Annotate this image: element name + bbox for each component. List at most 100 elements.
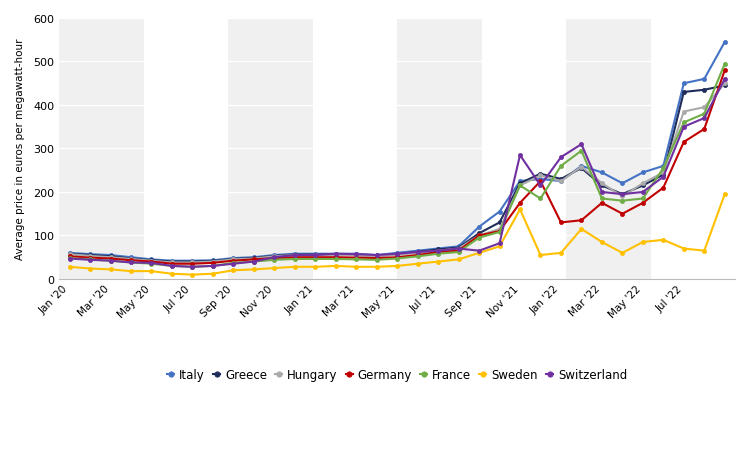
Greece [249,256,258,261]
France [167,263,176,269]
Sweden [720,192,729,197]
Italy [618,181,627,187]
Italy [167,258,176,264]
Germany [515,201,524,206]
France [658,166,668,172]
Switzerland [454,246,463,252]
France [249,259,258,265]
Greece [209,259,218,264]
Italy [680,81,688,87]
Switzerland [658,175,668,180]
Sweden [65,264,74,270]
Germany [127,258,136,263]
Line: Hungary: Hungary [68,82,727,265]
Italy [229,256,238,261]
Germany [495,229,504,234]
Switzerland [700,116,709,121]
Italy [332,252,340,257]
Switzerland [188,264,197,270]
Germany [147,259,156,265]
Greece [658,172,668,178]
France [290,257,299,262]
Switzerland [720,77,729,82]
Switzerland [680,125,688,130]
Sweden [475,251,484,256]
Italy [65,251,74,256]
Sweden [290,264,299,270]
Italy [720,40,729,46]
France [65,256,74,261]
Switzerland [86,258,94,263]
Line: Germany: Germany [68,69,727,266]
Germany [310,255,320,260]
Sweden [86,266,94,272]
Greece [475,231,484,237]
Sweden [495,244,504,249]
Switzerland [475,248,484,254]
France [454,250,463,255]
Switzerland [106,258,115,264]
Hungary [86,253,94,259]
France [618,198,627,204]
Germany [290,255,299,260]
Italy [413,248,422,254]
Bar [228,19,313,279]
France [332,257,340,262]
France [700,112,709,117]
Sweden [209,271,218,277]
France [598,196,607,202]
Italy [127,255,136,260]
Sweden [433,259,442,265]
Greece [577,166,586,172]
France [270,258,279,263]
Germany [638,201,647,206]
Hungary [536,173,545,179]
Greece [332,253,340,258]
France [577,149,586,154]
Switzerland [515,153,524,158]
Italy [249,255,258,260]
Italy [106,253,115,258]
Germany [556,220,566,226]
Sweden [393,263,402,269]
Germany [413,253,422,258]
Sweden [515,207,524,212]
Hungary [147,258,156,264]
Sweden [270,266,279,271]
Switzerland [167,263,176,269]
France [413,254,422,259]
Switzerland [495,241,504,247]
Switzerland [127,260,136,266]
Germany [352,255,361,261]
Germany [229,258,238,264]
Greece [618,192,627,197]
Greece [700,88,709,93]
Greece [413,250,422,255]
Sweden [352,264,361,270]
France [433,252,442,257]
Hungary [229,257,238,263]
Hungary [515,183,524,189]
Germany [454,248,463,254]
Sweden [638,240,647,245]
Y-axis label: Average price in euros per megawatt-hour: Average price in euros per megawatt-hour [15,39,25,260]
Switzerland [209,263,218,269]
Italy [577,164,586,169]
Line: Switzerland: Switzerland [68,78,727,269]
Germany [720,68,729,74]
Sweden [658,238,668,243]
Germany [598,201,607,206]
Hungary [680,110,688,115]
Italy [393,251,402,256]
Italy [147,257,156,263]
France [680,121,688,126]
France [495,230,504,235]
Italy [658,164,668,169]
Germany [86,255,94,261]
Greece [270,253,279,259]
Sweden [577,227,586,232]
Legend: Italy, Greece, Hungary, Germany, France, Sweden, Switzerland: Italy, Greece, Hungary, Germany, France,… [163,364,632,386]
Hungary [188,260,197,266]
Italy [515,179,524,184]
Sweden [127,269,136,274]
